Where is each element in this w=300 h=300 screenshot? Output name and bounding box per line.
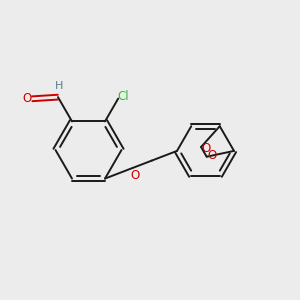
Text: O: O [202, 142, 211, 155]
Text: Cl: Cl [117, 90, 129, 103]
Text: O: O [131, 169, 140, 182]
Text: O: O [22, 92, 32, 105]
Text: H: H [54, 81, 63, 91]
Text: O: O [208, 149, 217, 162]
